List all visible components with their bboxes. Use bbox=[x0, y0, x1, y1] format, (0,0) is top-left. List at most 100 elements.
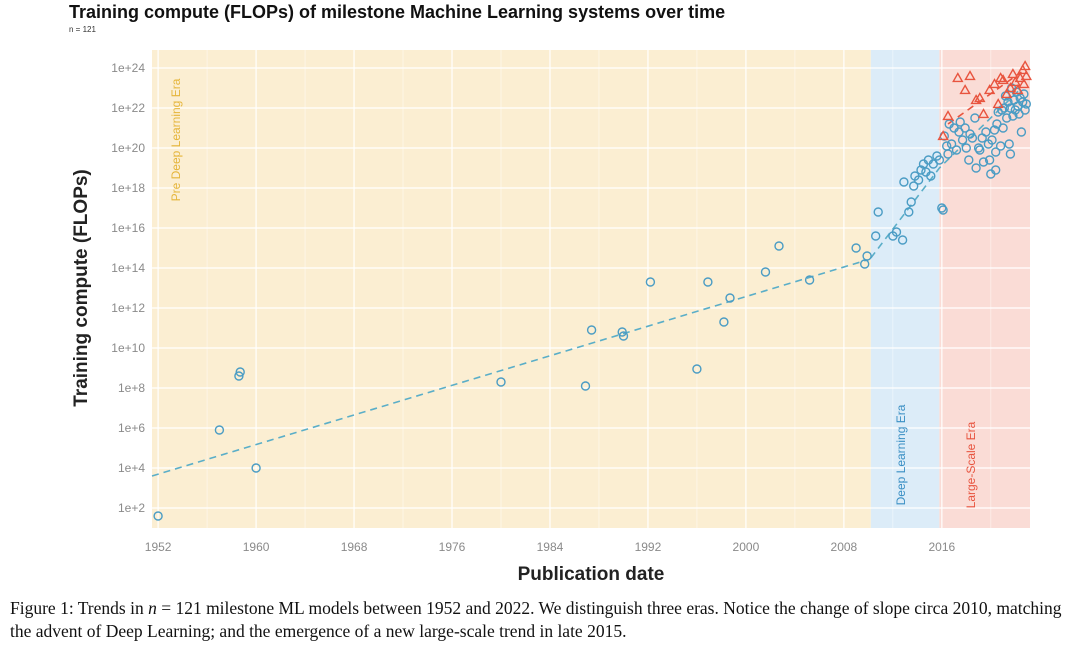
x-tick-label: 2016 bbox=[928, 540, 955, 554]
y-tick-label: 1e+12 bbox=[111, 301, 145, 315]
data-point-circle bbox=[1020, 105, 1030, 115]
era-label-0: Pre Deep Learning Era bbox=[169, 78, 183, 201]
data-point-triangle bbox=[988, 78, 1001, 89]
x-tick-label: 1952 bbox=[145, 540, 172, 554]
x-tick-label: 1976 bbox=[439, 540, 466, 554]
data-point-circle bbox=[984, 155, 995, 165]
caption-math: n bbox=[148, 598, 157, 618]
data-point-triangle bbox=[970, 94, 982, 105]
data-point-circle bbox=[1002, 113, 1012, 123]
x-tick-labels: 1952 1960 1968 1976 1984 1992 2000 2008 2016 bbox=[145, 540, 956, 554]
era-band-2 bbox=[939, 50, 1030, 528]
data-point-circle bbox=[906, 197, 916, 207]
y-tick-label: 1e+14 bbox=[111, 261, 145, 275]
data-point-circle bbox=[1016, 127, 1027, 137]
data-point-circle bbox=[645, 277, 656, 287]
data-point-triangle bbox=[942, 110, 954, 121]
data-point-circle bbox=[981, 127, 991, 137]
data-point-circle bbox=[913, 175, 924, 185]
x-tick-label: 1968 bbox=[341, 540, 368, 554]
data-point-circle bbox=[978, 157, 989, 167]
data-point-circle bbox=[804, 275, 815, 285]
data-point-circle bbox=[719, 317, 729, 327]
x-tick-label: 2000 bbox=[733, 540, 760, 554]
data-point-circle bbox=[871, 231, 881, 241]
data-point-circle bbox=[235, 367, 245, 377]
chart-subtitle: n = 121 bbox=[69, 25, 96, 34]
data-point-triangle bbox=[952, 72, 964, 83]
figure-caption: Figure 1: Trends in n = 121 milestone ML… bbox=[10, 597, 1072, 643]
data-point-triangle bbox=[1004, 82, 1017, 93]
data-point-circle bbox=[938, 205, 948, 215]
x-tick-label: 1960 bbox=[243, 540, 270, 554]
data-point-circle bbox=[873, 207, 883, 217]
era-label-1: Deep Learning Era bbox=[894, 404, 908, 505]
era-labels: Pre Deep Learning Era Deep Learning Era La… bbox=[169, 78, 978, 508]
data-point-triangle bbox=[1012, 84, 1024, 95]
data-point-circle bbox=[1008, 111, 1018, 121]
data-point-circle bbox=[617, 327, 627, 337]
y-tick-label: 1e+24 bbox=[111, 61, 145, 75]
data-point-circle bbox=[153, 511, 163, 521]
data-point-triangle bbox=[964, 70, 976, 81]
y-tick-label: 1e+6 bbox=[118, 421, 145, 435]
data-point-circle bbox=[961, 143, 971, 153]
data-point-triangle bbox=[959, 84, 971, 95]
data-point-circle bbox=[851, 243, 861, 253]
data-point-circle bbox=[991, 165, 1001, 175]
data-point-triangle bbox=[1018, 78, 1030, 89]
x-axis-label: Publication date bbox=[518, 564, 665, 585]
data-point-triangle bbox=[974, 92, 986, 103]
data-point-triangle bbox=[1020, 70, 1033, 81]
data-point-circle bbox=[998, 123, 1008, 133]
grid-lines bbox=[152, 50, 1030, 528]
trend-line-0 bbox=[151, 259, 868, 477]
data-point-triangle bbox=[997, 74, 1009, 85]
data-point-circle bbox=[703, 277, 713, 287]
data-point-circle bbox=[496, 377, 506, 387]
data-point-triangle bbox=[994, 72, 1007, 83]
data-point-circle bbox=[973, 143, 984, 153]
data-point-circle bbox=[926, 171, 936, 181]
scatter-chart: Pre Deep Learning Era Deep Learning Era La… bbox=[71, 50, 1033, 585]
era-band-1 bbox=[870, 50, 940, 528]
era-label-2: Large-Scale Era bbox=[964, 421, 978, 508]
y-tick-labels: 1e+2 1e+4 1e+6 1e+8 1e+10 1e+12 1e+14 1e+16 1e+1… bbox=[111, 61, 145, 515]
y-tick-label: 1e+8 bbox=[118, 381, 145, 395]
data-point-circle bbox=[987, 135, 997, 145]
data-point-circle bbox=[1021, 99, 1032, 109]
data-point-triangle bbox=[937, 130, 949, 141]
y-tick-label: 1e+2 bbox=[118, 501, 145, 515]
data-points bbox=[153, 60, 1033, 521]
caption-text: = 121 milestone ML models between 1952 a… bbox=[10, 598, 1062, 641]
x-tick-label: 1984 bbox=[537, 540, 564, 554]
chart-title: Training compute (FLOPs) of milestone Ma… bbox=[69, 2, 726, 22]
era-band-0 bbox=[152, 50, 871, 528]
data-point-circle bbox=[960, 123, 970, 133]
data-point-circle bbox=[899, 177, 909, 187]
data-point-circle bbox=[995, 141, 1006, 151]
data-point-circle bbox=[991, 147, 1001, 157]
trend-lines bbox=[151, 71, 1022, 477]
trend-line-2 bbox=[947, 71, 1022, 125]
y-tick-label: 1e+4 bbox=[118, 461, 145, 475]
data-point-circle bbox=[943, 149, 953, 159]
data-point-circle bbox=[916, 165, 926, 175]
era-bands bbox=[152, 50, 1030, 528]
data-point-circle bbox=[964, 155, 974, 165]
x-tick-label: 2008 bbox=[831, 540, 858, 554]
data-point-circle bbox=[955, 117, 965, 127]
data-point-circle bbox=[989, 125, 1000, 135]
data-point-triangle bbox=[983, 84, 996, 95]
data-point-circle bbox=[1005, 149, 1016, 159]
data-point-triangle bbox=[1007, 68, 1019, 79]
data-point-circle bbox=[214, 425, 225, 435]
data-point-circle bbox=[975, 145, 985, 155]
data-point-circle bbox=[967, 133, 978, 143]
y-tick-label: 1e+16 bbox=[111, 221, 145, 235]
data-point-circle bbox=[891, 227, 902, 237]
data-point-circle bbox=[951, 145, 962, 155]
data-point-circle bbox=[580, 381, 591, 391]
data-point-triangle bbox=[1000, 88, 1013, 99]
data-point-circle bbox=[725, 293, 735, 303]
